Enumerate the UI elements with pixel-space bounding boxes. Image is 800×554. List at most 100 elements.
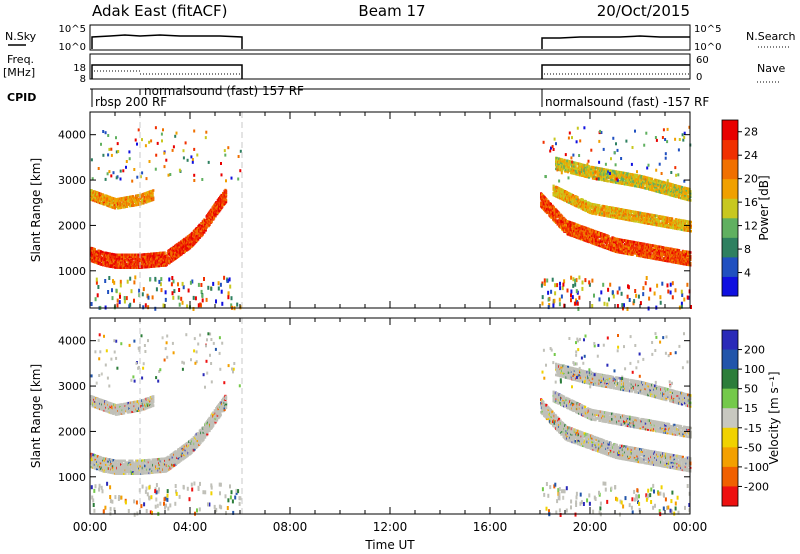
scatter-cell: [682, 260, 685, 264]
scatter-cell: [200, 289, 203, 294]
nsky-trace-early: [91, 34, 243, 49]
scatter-cell: [566, 191, 569, 194]
scatter-cell: [119, 202, 122, 206]
scatter-cell: [104, 131, 107, 135]
scatter-cell: [646, 166, 649, 170]
scatter-cell: [661, 217, 664, 221]
scatter-cell: [681, 188, 684, 191]
scatter-cell: [671, 258, 674, 262]
scatter-cell: [640, 175, 643, 178]
scatter-cell: [587, 208, 590, 212]
scatter-cell: [152, 196, 155, 200]
scatter-cell: [576, 301, 579, 306]
scatter-cell: [91, 177, 94, 181]
scatter-cell: [633, 182, 636, 186]
scatter-cell: [662, 224, 665, 228]
scatter-cell: [169, 173, 172, 176]
scatter-cell: [138, 293, 141, 298]
scatter-cell: [98, 192, 101, 195]
scatter-cell: [182, 149, 185, 153]
scatter-cell: [125, 198, 128, 201]
scatter-cell: [572, 203, 575, 206]
scatter-cell: [138, 197, 141, 201]
scatter-cell: [114, 266, 117, 269]
scatter-cell: [652, 257, 655, 260]
scatter-cell: [667, 289, 670, 294]
scatter-cell: [572, 277, 575, 282]
scatter-cell: [615, 212, 618, 216]
scatter-cell: [142, 287, 145, 292]
scatter-cell: [555, 193, 558, 196]
scatter-cell: [655, 250, 658, 254]
scatter-cell: [593, 173, 596, 177]
scatter-cell: [561, 158, 564, 161]
scatter-cell: [108, 252, 111, 255]
scatter-cell: [682, 224, 685, 228]
scatter-cell: [226, 279, 229, 283]
scatter-cell: [632, 215, 635, 219]
power-scatter-cells: [90, 125, 692, 311]
scatter-cell: [614, 179, 617, 182]
power-x-axis: [89, 112, 691, 308]
scatter-cell: [616, 304, 619, 308]
scatter-cell: [220, 173, 223, 177]
scatter-cell: [561, 160, 564, 163]
scatter-cell: [652, 185, 655, 189]
scatter-cell: [156, 141, 159, 145]
scatter-cell: [122, 169, 125, 173]
scatter-cell: [631, 146, 634, 149]
scatter-cell: [131, 179, 134, 183]
scatter-cell: [640, 247, 643, 251]
scatter-cell: [163, 253, 166, 256]
scatter-cell: [589, 207, 592, 211]
scatter-cell: [154, 261, 157, 264]
scatter-cell: [132, 260, 135, 264]
scatter-cell: [147, 305, 150, 310]
scatter-cell: [559, 165, 562, 168]
scatter-cell: [147, 260, 150, 263]
scatter-cell: [680, 193, 683, 196]
scatter-cell: [596, 207, 599, 211]
scatter-cell: [665, 216, 668, 219]
scatter-cell: [113, 280, 116, 285]
scatter-cell: [155, 264, 158, 268]
scatter-cell: [559, 191, 562, 195]
scatter-cell: [572, 227, 575, 231]
scatter-cell: [665, 248, 668, 252]
scatter-cell: [592, 166, 595, 169]
scatter-cell: [642, 184, 645, 188]
scatter-cell: [96, 467, 99, 471]
scatter-cell: [596, 166, 599, 170]
scatter-cell: [178, 288, 181, 292]
scatter-cell: [114, 197, 117, 201]
scatter-cell: [593, 208, 596, 212]
scatter-cell: [679, 218, 682, 222]
scatter-cell: [217, 201, 220, 205]
scatter-cell: [110, 200, 113, 203]
scatter-cell: [594, 203, 597, 207]
scatter-cell: [595, 177, 598, 181]
scatter-cell: [634, 175, 637, 179]
scatter-cell: [612, 294, 615, 299]
scatter-cell: [140, 193, 143, 197]
scatter-cell: [582, 206, 585, 209]
scatter-cell: [652, 255, 655, 258]
scatter-cell: [611, 238, 614, 241]
scatter-cell: [678, 138, 681, 141]
scatter-cell: [549, 202, 552, 206]
scatter-cell: [118, 292, 121, 297]
scatter-cell: [680, 228, 683, 231]
scatter-cell: [597, 205, 600, 209]
scatter-cell: [147, 254, 150, 258]
freq-label-1: Freq.: [7, 53, 34, 66]
scatter-cell: [573, 224, 576, 227]
scatter-cell: [129, 264, 132, 267]
scatter-cell: [680, 251, 683, 254]
scatter-cell: [683, 297, 686, 302]
scatter-cell: [656, 257, 659, 261]
scatter-cell: [649, 251, 652, 254]
scatter-cell: [588, 280, 591, 285]
scatter-cell: [585, 226, 588, 230]
scatter-cell: [584, 278, 587, 283]
scatter-cell: [684, 197, 687, 201]
